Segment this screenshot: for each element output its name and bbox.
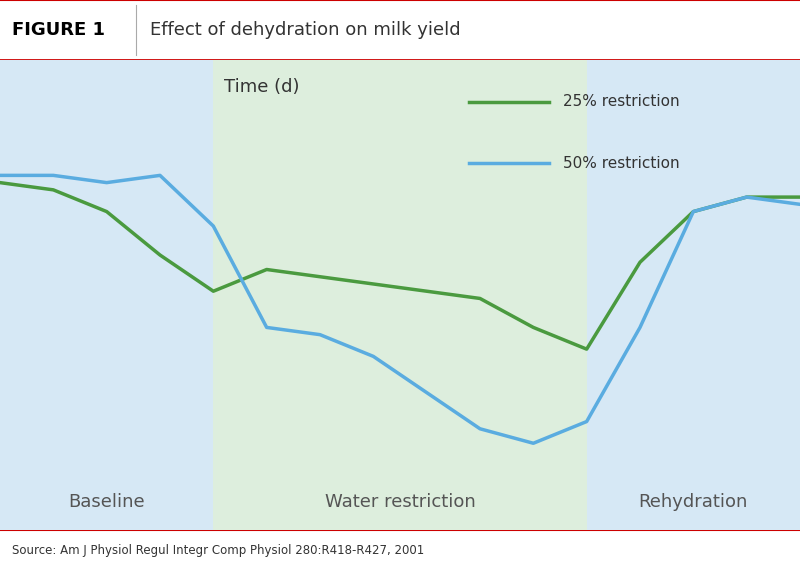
Text: Rehydration: Rehydration xyxy=(638,493,748,511)
Text: 25% restriction: 25% restriction xyxy=(562,94,679,109)
Bar xyxy=(0,60,214,530)
Text: Source: Am J Physiol Regul Integr Comp Physiol 280:R418-R427, 2001: Source: Am J Physiol Regul Integr Comp P… xyxy=(12,544,424,557)
Text: Time (d): Time (d) xyxy=(224,78,299,96)
Text: Effect of dehydration on milk yield: Effect of dehydration on milk yield xyxy=(150,21,461,39)
Text: FIGURE 1: FIGURE 1 xyxy=(12,21,105,39)
Bar xyxy=(586,60,800,530)
Text: 50% restriction: 50% restriction xyxy=(562,155,679,171)
Bar xyxy=(214,60,586,530)
Text: Baseline: Baseline xyxy=(68,493,145,511)
Text: Water restriction: Water restriction xyxy=(325,493,475,511)
